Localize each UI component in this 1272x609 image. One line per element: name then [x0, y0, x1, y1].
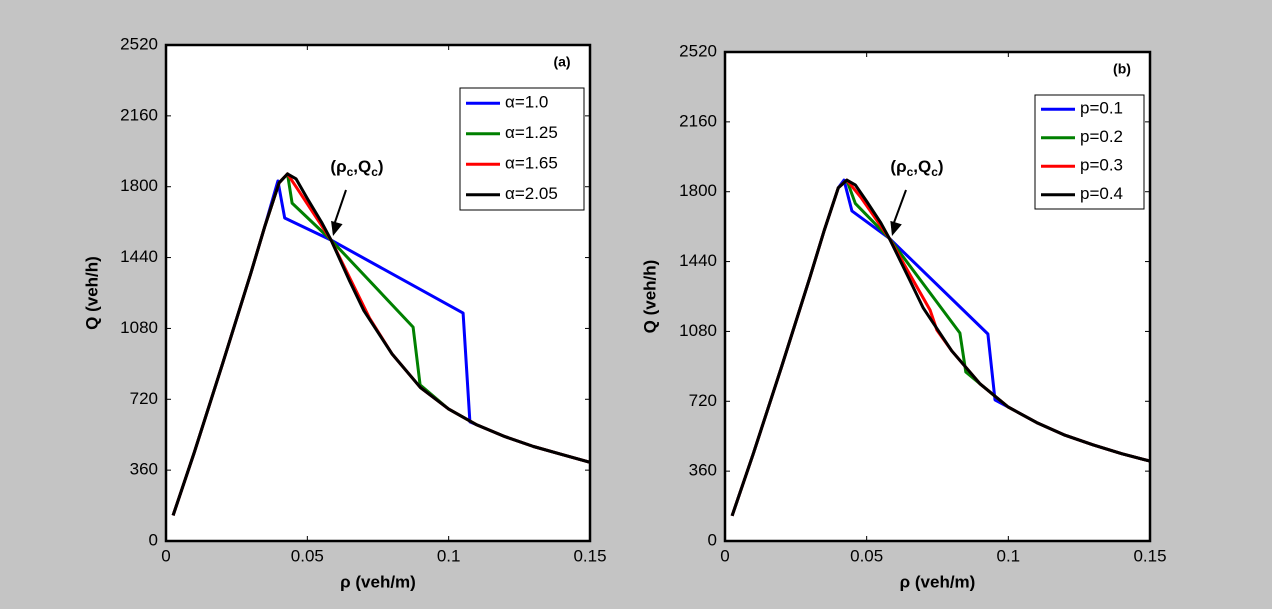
- y-tick-label: 1440: [120, 247, 158, 266]
- legend-label: p=0.4: [1080, 184, 1123, 203]
- x-tick-label: 0.1: [437, 546, 461, 565]
- annotation-text: ,Q: [913, 157, 931, 176]
- y-tick-label: 720: [130, 389, 158, 408]
- y-tick-label: 2160: [679, 111, 717, 130]
- annotation-subscript: c: [931, 165, 938, 179]
- annotation-text: ): [378, 157, 384, 176]
- x-axis-label: ρ (veh/m): [340, 572, 416, 591]
- annotation-arrowhead: [890, 220, 902, 236]
- annotation-text: ,Q: [353, 157, 371, 176]
- annotation-text: ): [938, 157, 944, 176]
- x-tick-label: 0: [161, 546, 170, 565]
- legend-label: p=0.3: [1080, 156, 1123, 175]
- y-tick-label: 360: [130, 460, 158, 479]
- x-axis-label: ρ (veh/m): [900, 572, 976, 591]
- y-tick-label: 1080: [679, 321, 717, 340]
- series-line: [730, 178, 1150, 517]
- x-tick-label: 0.05: [850, 546, 883, 565]
- annotation-subscript: c: [347, 165, 354, 179]
- annotation-subscript: c: [907, 165, 914, 179]
- legend-box: [459, 87, 585, 211]
- axes-frame: [164, 43, 592, 543]
- y-axis-label: Q (veh/h): [82, 256, 101, 330]
- legend-label: α=1.65: [505, 154, 558, 173]
- series-line: [171, 172, 590, 516]
- legend-label: α=1.25: [505, 123, 558, 142]
- legend-label: α=2.05: [505, 184, 558, 203]
- x-tick-label: 0: [720, 546, 729, 565]
- x-tick-label: 0.05: [291, 546, 324, 565]
- y-axis-label: Q (veh/h): [640, 260, 659, 334]
- annotation-arrowhead: [331, 220, 343, 236]
- annotation-text: (ρ: [890, 157, 906, 176]
- y-tick-label: 2160: [120, 105, 158, 124]
- legend-label: p=0.1: [1080, 99, 1123, 118]
- annotation-arrow: [891, 189, 907, 229]
- y-tick-label: 2520: [120, 34, 158, 53]
- y-tick-label: 720: [689, 391, 717, 410]
- y-tick-label: 2520: [679, 41, 717, 60]
- axes-frame: [723, 50, 1152, 543]
- y-tick-label: 1080: [120, 318, 158, 337]
- x-tick-label: 0.15: [1133, 546, 1166, 565]
- annotation: (ρc,Qc): [890, 157, 943, 179]
- y-tick-label: 1800: [679, 181, 717, 200]
- y-tick-label: 360: [689, 461, 717, 480]
- y-tick-label: 0: [149, 530, 158, 549]
- x-tick-label: 0.1: [997, 546, 1021, 565]
- x-tick-label: 0.15: [573, 546, 606, 565]
- annotation: (ρc,Qc): [330, 157, 383, 179]
- legend-label: α=1.0: [505, 93, 548, 112]
- y-tick-label: 1800: [120, 176, 158, 195]
- annotation-arrow: [332, 189, 347, 229]
- annotation-subscript: c: [371, 165, 378, 179]
- panel-label: (b): [1113, 61, 1131, 77]
- legend-label: p=0.2: [1080, 127, 1123, 146]
- y-tick-label: 0: [708, 530, 717, 549]
- y-tick-label: 1440: [679, 251, 717, 270]
- annotation-text: (ρ: [330, 157, 346, 176]
- panel-label: (a): [553, 54, 570, 70]
- legend-box: [1034, 94, 1145, 210]
